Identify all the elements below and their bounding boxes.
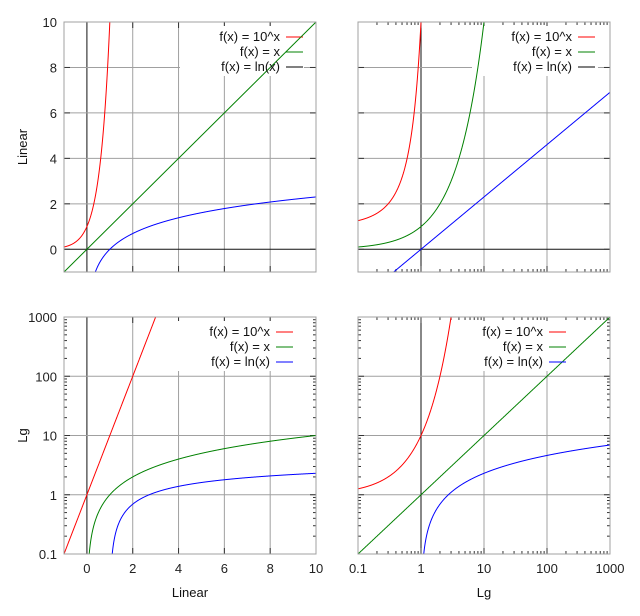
x-axis-label: Lg — [477, 585, 491, 600]
plot-frame — [357, 21, 611, 273]
series-line-10x — [357, 316, 452, 490]
y-tick-label: 8 — [50, 60, 57, 75]
y-tick-label: 2 — [50, 197, 57, 212]
plot-frame — [63, 21, 317, 273]
series-line-lnx — [111, 472, 316, 555]
legend-label: f(x) = x — [532, 44, 573, 59]
legend-background — [170, 321, 304, 371]
x-tick-label: 1000 — [596, 561, 625, 576]
series-line-lnx — [94, 196, 317, 273]
legend-label: f(x) = 10^x — [511, 29, 572, 44]
y-tick-label: 6 — [50, 106, 57, 121]
panel-top-right: f(x) = 10^xf(x) = xf(x) = ln(x) — [357, 21, 611, 273]
y-tick-label: 100 — [35, 369, 57, 384]
x-tick-label: 10 — [309, 561, 323, 576]
plot-frame — [63, 316, 317, 555]
legend-label: f(x) = ln(x) — [211, 354, 270, 369]
plot-frame — [357, 316, 611, 555]
legend-label: f(x) = x — [230, 339, 271, 354]
legend-background — [472, 26, 598, 76]
panel-bottom-right: 0.1 1 10 100 1000 f(x) = 10^xf(x) = xf(x) = l… — [349, 316, 625, 600]
x-tick-label: 0.1 — [349, 561, 367, 576]
series-line-10x — [63, 21, 111, 248]
x-axis-label: Linear — [172, 585, 209, 600]
y-tick-label: 1000 — [28, 310, 57, 325]
y-axis-label: Linear — [15, 128, 30, 165]
legend-label: f(x) = x — [503, 339, 544, 354]
x-tick-label: 1 — [417, 561, 424, 576]
panel-bottom-left: 0 2 4 6 8 10 0.1 1 10 100 1000 f(x) = 10^xf(x) = xf… — [15, 310, 323, 600]
x-tick-label: 0 — [83, 561, 90, 576]
x-tick-label: 100 — [536, 561, 558, 576]
x-tick-label: 4 — [175, 561, 182, 576]
legend-background — [180, 26, 304, 76]
series-line-x — [357, 21, 485, 248]
y-tick-label: 10 — [43, 429, 57, 444]
legend-label: f(x) = 10^x — [209, 324, 270, 339]
legend-label: f(x) = ln(x) — [484, 354, 543, 369]
series-line-10x — [357, 21, 422, 222]
x-tick-label: 10 — [477, 561, 491, 576]
x-tick-label: 2 — [129, 561, 136, 576]
legend-label: f(x) = 10^x — [482, 324, 543, 339]
series-line-x — [357, 316, 611, 555]
x-tick-label: 8 — [267, 561, 274, 576]
legend-background — [443, 321, 598, 371]
y-axis-label: Lg — [15, 428, 30, 442]
series-line-10x — [63, 316, 157, 555]
y-tick-label: 0 — [50, 242, 57, 257]
y-tick-label: 0.1 — [39, 547, 57, 562]
series-line-lnx — [423, 444, 611, 555]
series-line-x — [63, 21, 317, 273]
legend-label: f(x) = 10^x — [219, 29, 280, 44]
legend-label: f(x) = ln(x) — [513, 59, 572, 74]
legend-label: f(x) = x — [240, 44, 281, 59]
x-tick-label: 6 — [221, 561, 228, 576]
y-tick-label: 4 — [50, 151, 57, 166]
y-tick-label: 10 — [43, 15, 57, 30]
series-line-x — [88, 435, 317, 555]
legend-label: f(x) = ln(x) — [221, 59, 280, 74]
series-line-lnx — [393, 91, 611, 273]
panel-top-left: 0 2 4 6 8 10 f(x) = 10^xf(x) = xf(x) = ln(x) Li… — [15, 15, 317, 273]
y-tick-label: 1 — [50, 488, 57, 503]
